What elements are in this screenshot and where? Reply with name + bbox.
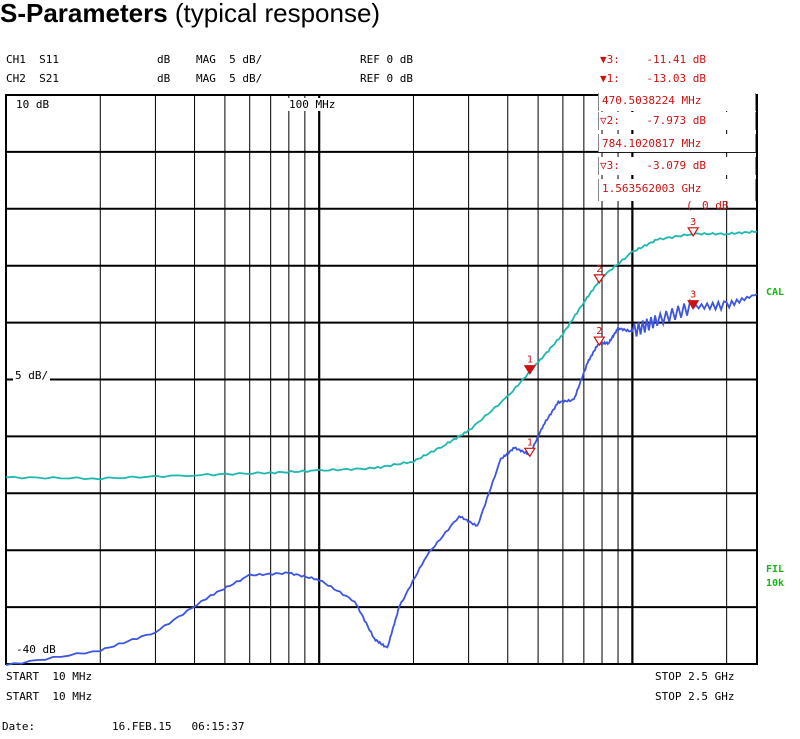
marker-symbols: 1 2 3 1 2 3 — [523, 217, 700, 458]
marker-1-symbol — [523, 365, 536, 375]
marker-3-symbol — [687, 300, 700, 310]
marker-3-number: 3 — [690, 217, 696, 228]
marker-readout-ch2: ▼1: -13.03 dB — [600, 72, 706, 85]
marker-2-value: ▽2: -7.973 dB — [600, 114, 706, 127]
marker-2-number: 2 — [596, 264, 602, 275]
fil-label: FIL — [766, 564, 785, 575]
ch2-format: MAG 5 dB/ — [196, 72, 263, 85]
marker-1-number: 1 — [527, 437, 533, 448]
marker-box-3 — [598, 134, 756, 152]
marker-box-2 — [598, 112, 756, 130]
marker-1-number: 1 — [527, 355, 533, 366]
ch2-ref: REF 0 dB — [360, 72, 413, 85]
ref-ch2-label: 0 dB — [702, 199, 729, 212]
ch1-label: CH1 S11 — [6, 53, 59, 66]
s11-trace — [5, 230, 758, 481]
marker-readout-ch1: ▼3: -11.41 dB — [600, 53, 706, 66]
marker-1-frequency: 470.5038224 MHz — [602, 94, 702, 107]
start-freq-ch2: START 10 MHz — [6, 690, 93, 703]
marker-2-frequency: 784.1020817 MHz — [602, 137, 702, 150]
cal-label: CAL — [766, 287, 785, 298]
stop-freq-ch1: STOP 2.5 GHz — [655, 670, 735, 683]
marker-3-value: ▽3: -3.079 dB — [600, 159, 706, 172]
ch1-ref: REF 0 dB — [360, 53, 413, 66]
stop-freq-ch2: STOP 2.5 GHz — [655, 690, 735, 703]
date-value: 16.FEB.15 06:15:37 — [112, 720, 245, 733]
scale-per-div-label: 5 dB/ — [13, 369, 51, 382]
freq-100-label: 100 MHz — [287, 98, 338, 111]
ref-ch2-bracket: ( — [686, 199, 693, 212]
top-left-scale-label: 10 dB — [14, 98, 52, 111]
start-freq-ch1: START 10 MHz — [6, 670, 93, 683]
bottom-left-scale-label: -40 dB — [14, 643, 58, 656]
ch2-unit: dB — [157, 72, 171, 85]
marker-3-frequency: 1.563562003 GHz — [602, 182, 702, 195]
marker-3-number: 3 — [690, 290, 696, 301]
ch2-label: CH2 S21 — [6, 72, 59, 85]
title-bold: S-Parameters — [0, 0, 168, 28]
marker-box-1 — [598, 93, 756, 111]
marker-box-4 — [598, 157, 756, 175]
marker-2-symbol — [593, 274, 606, 284]
date-label: Date: — [2, 720, 36, 733]
marker-2-number: 2 — [596, 326, 602, 337]
marker-2-symbol — [593, 336, 606, 347]
fil-10k-label: 10k — [766, 578, 785, 589]
page-title: S-Parameters (typical response) — [0, 0, 380, 29]
ch1-unit: dB — [157, 53, 171, 66]
title-subtitle: (typical response) — [174, 0, 381, 28]
ch1-format: MAG 5 dB/ — [196, 53, 263, 66]
s21-trace — [5, 293, 758, 666]
marker-3-symbol — [687, 227, 700, 237]
marker-1-symbol — [523, 447, 536, 458]
marker-box-5 — [598, 179, 756, 201]
traces — [5, 230, 758, 666]
